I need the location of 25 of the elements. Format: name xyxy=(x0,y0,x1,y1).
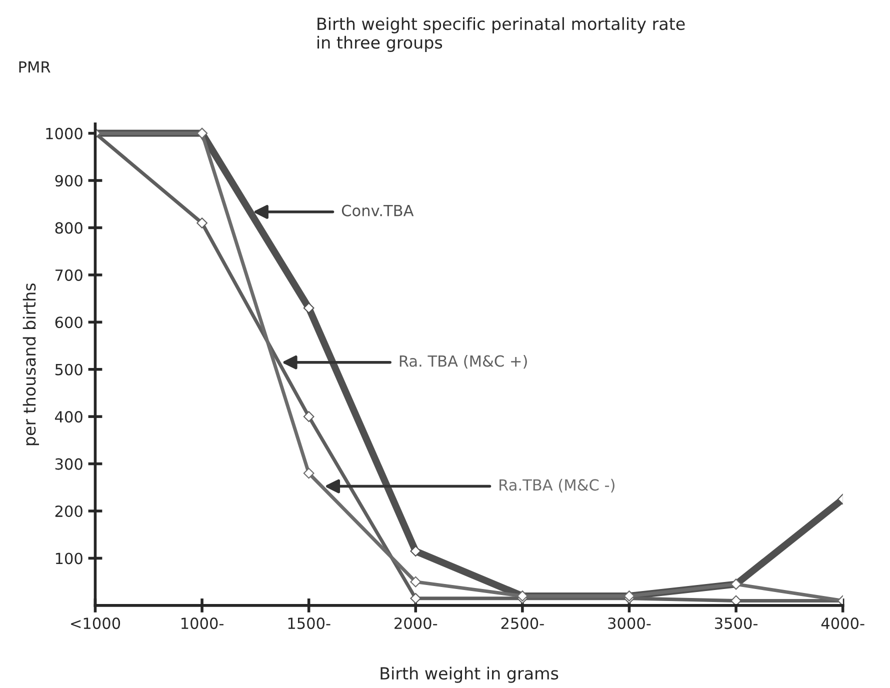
x-tick-label: 2000- xyxy=(394,618,438,630)
x-tick-label: 2500- xyxy=(501,618,544,630)
x-tick-label: 1500- xyxy=(288,618,330,630)
y-axis-title: per thousand births xyxy=(22,283,39,446)
x-tick-label: 3500- xyxy=(715,618,758,630)
y-tick-label: 200 xyxy=(55,505,82,518)
x-tick-label: 4000- xyxy=(821,618,864,630)
text: PMR xyxy=(19,61,50,73)
x-tick-label: <1000 xyxy=(71,618,120,630)
chart-title: Birth weight specific perinatal mortality rate in three groups xyxy=(318,17,685,52)
y-tick-label: 300 xyxy=(55,458,82,470)
y-tick-label: 700 xyxy=(56,269,82,281)
text: Conv.TBA xyxy=(342,204,414,216)
x-axis-title: Birth weight in grams xyxy=(380,666,558,683)
x-tick-label: 1000- xyxy=(182,618,224,630)
y-tick-label: 500 xyxy=(55,364,82,376)
x-tick-label: 3000- xyxy=(608,618,651,630)
text: Ra.TBA (M&C -) xyxy=(500,478,614,492)
y-tick-label: 400 xyxy=(55,411,82,423)
y-tick-label: 1000 xyxy=(46,128,82,140)
text: Ra. TBA (M&C +) xyxy=(400,354,527,369)
y-tick-label: 900 xyxy=(55,174,82,187)
y-tick-label: 100 xyxy=(56,552,82,564)
y-tick-label: 600 xyxy=(55,316,82,328)
y-tick-label: 800 xyxy=(55,222,82,234)
